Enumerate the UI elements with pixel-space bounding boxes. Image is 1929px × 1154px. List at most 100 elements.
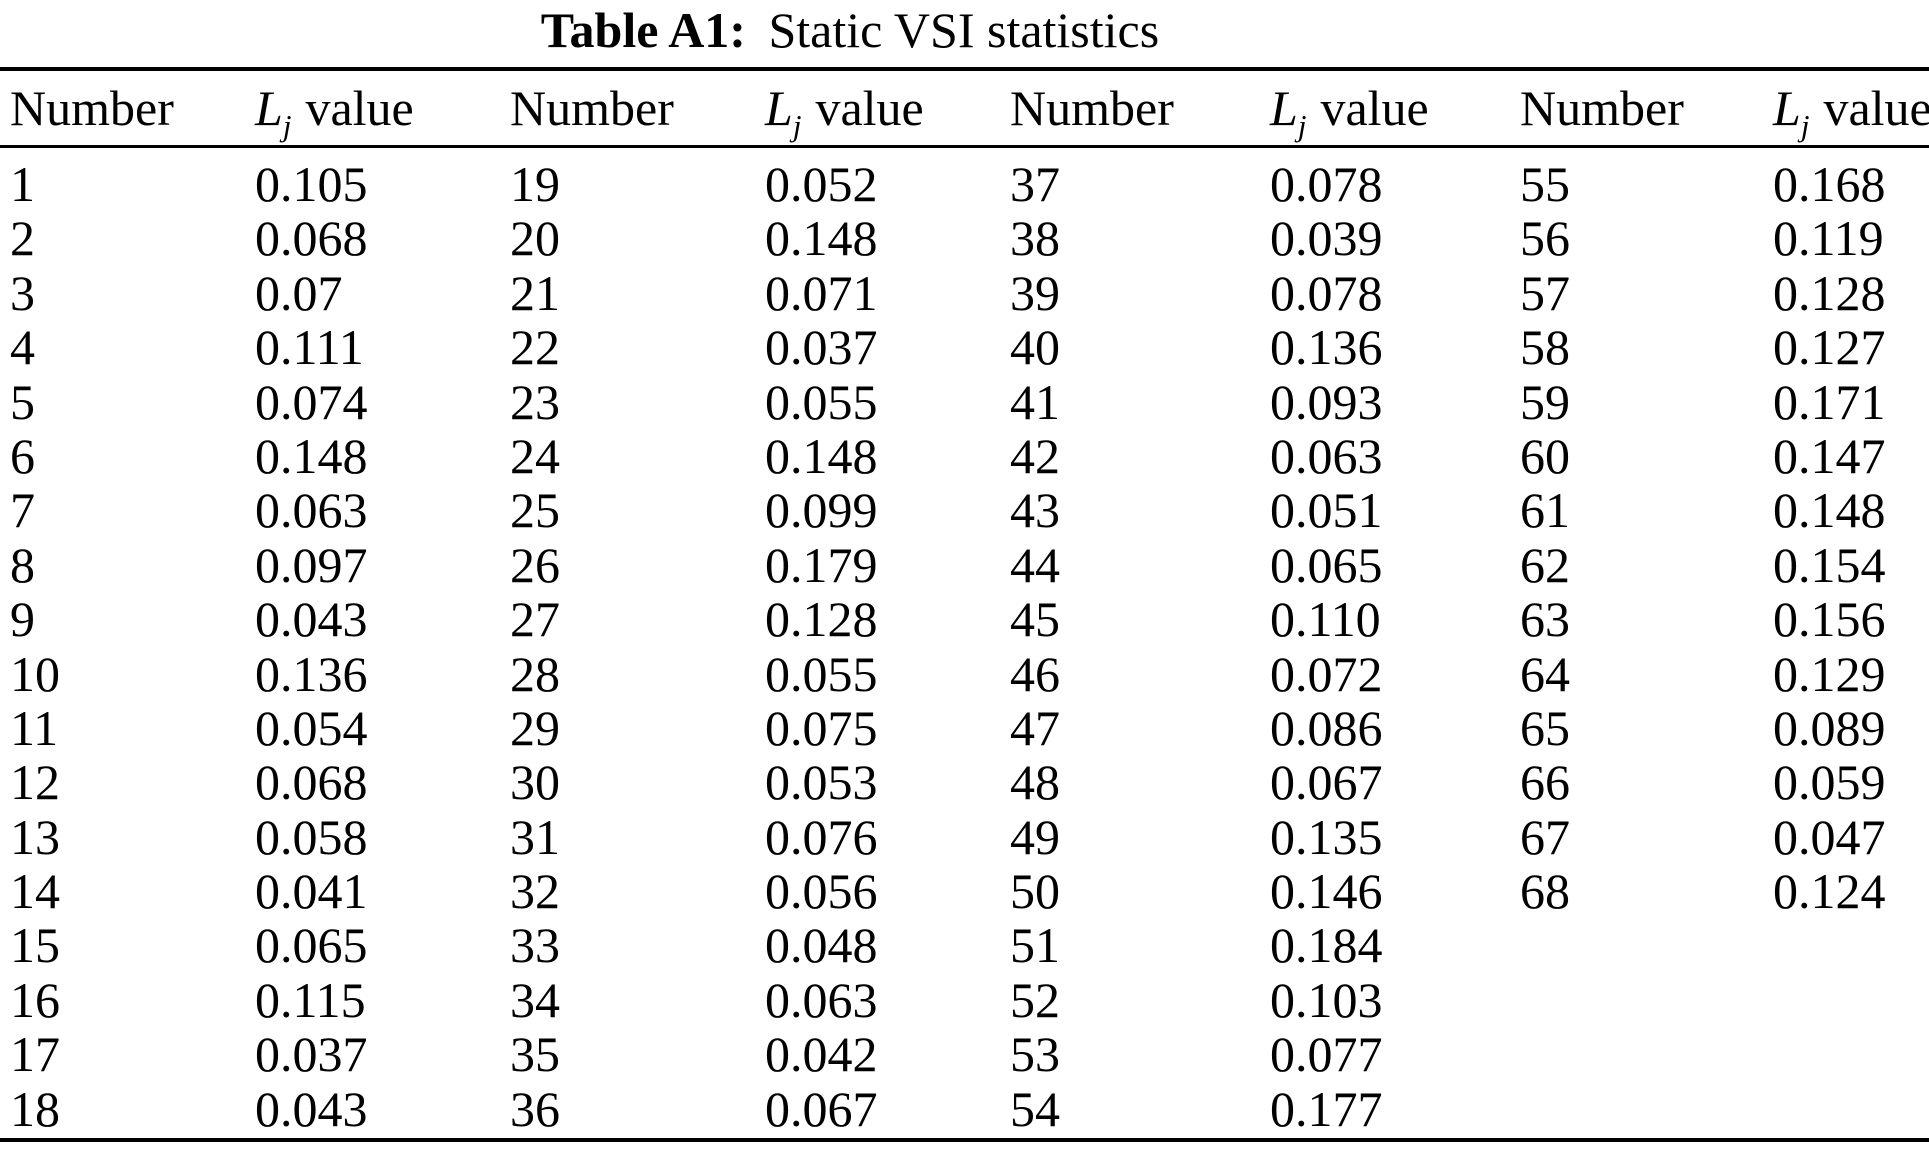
value-cell: 0.093 bbox=[1270, 373, 1383, 430]
number-cell: 61 bbox=[1520, 482, 1570, 539]
number-cell: 6 bbox=[10, 427, 35, 484]
number-cell: 39 bbox=[1010, 264, 1060, 321]
number-cell: 66 bbox=[1520, 754, 1570, 811]
value-cell: 0.063 bbox=[1270, 427, 1383, 484]
value-cell: 0.037 bbox=[255, 1026, 368, 1083]
value-cell: 0.128 bbox=[765, 591, 878, 648]
number-cell: 56 bbox=[1520, 210, 1570, 267]
value-cell: 0.071 bbox=[765, 264, 878, 321]
number-cell: 3 bbox=[10, 264, 35, 321]
column-header-lj-value: Lj value bbox=[1270, 79, 1520, 141]
number-cell: 29 bbox=[510, 699, 560, 756]
table-title: Table A1: Static VSI statistics bbox=[0, 0, 1700, 60]
number-cell: 13 bbox=[10, 808, 60, 865]
value-cell: 0.097 bbox=[255, 536, 368, 593]
number-cell: 67 bbox=[1520, 808, 1570, 865]
number-cell: 41 bbox=[1010, 373, 1060, 430]
value-cell: 0.065 bbox=[1270, 536, 1383, 593]
value-cell: 0.179 bbox=[765, 536, 878, 593]
number-cell: 60 bbox=[1520, 427, 1570, 484]
value-cell: 0.07 bbox=[255, 264, 343, 321]
value-cell: 0.171 bbox=[1773, 373, 1886, 430]
number-cell: 2 bbox=[10, 210, 35, 267]
number-cell: 58 bbox=[1520, 319, 1570, 376]
number-cell: 44 bbox=[1010, 536, 1060, 593]
number-cell: 4 bbox=[10, 319, 35, 376]
value-cell: 0.146 bbox=[1270, 863, 1383, 920]
value-cell bbox=[1773, 918, 1929, 972]
number-cell: 17 bbox=[10, 1026, 60, 1083]
value-cell: 0.105 bbox=[255, 156, 368, 212]
table-title-caption: Static VSI statistics bbox=[768, 2, 1160, 58]
value-cell: 0.168 bbox=[1773, 156, 1886, 212]
value-cell: 0.099 bbox=[765, 482, 878, 539]
table-body: 1 0.105 19 0.052 37 0.078 55 0.168 2 0.068 20 0.148… bbox=[10, 157, 1929, 1136]
number-cell: 63 bbox=[1520, 591, 1570, 648]
value-cell bbox=[1773, 1082, 1929, 1136]
number-cell: 33 bbox=[510, 917, 560, 974]
lj-subscript: j bbox=[1800, 107, 1810, 143]
number-cell: 46 bbox=[1010, 645, 1060, 702]
number-cell: 22 bbox=[510, 319, 560, 376]
lj-symbol: L bbox=[255, 79, 283, 136]
value-cell: 0.041 bbox=[255, 863, 368, 920]
value-cell: 0.078 bbox=[1270, 264, 1383, 321]
value-cell: 0.119 bbox=[1773, 210, 1884, 267]
value-cell: 0.148 bbox=[765, 210, 878, 267]
value-cell: 0.086 bbox=[1270, 699, 1383, 756]
column-header-number: Number bbox=[1520, 79, 1684, 136]
value-cell: 0.124 bbox=[1773, 863, 1886, 920]
value-cell: 0.111 bbox=[255, 319, 364, 376]
value-cell: 0.037 bbox=[765, 319, 878, 376]
value-header-label: value bbox=[1823, 79, 1929, 136]
value-cell: 0.043 bbox=[255, 591, 368, 648]
number-cell: 35 bbox=[510, 1026, 560, 1083]
number-cell: 54 bbox=[1010, 1080, 1060, 1137]
number-cell: 9 bbox=[10, 591, 35, 648]
number-cell: 37 bbox=[1010, 156, 1060, 212]
lj-subscript: j bbox=[792, 107, 802, 143]
value-cell: 0.043 bbox=[255, 1080, 368, 1137]
number-cell: 47 bbox=[1010, 699, 1060, 756]
value-cell: 0.068 bbox=[255, 754, 368, 811]
number-cell: 15 bbox=[10, 917, 60, 974]
number-cell bbox=[1520, 918, 1773, 972]
number-cell: 52 bbox=[1010, 971, 1060, 1028]
number-cell: 23 bbox=[510, 373, 560, 430]
value-cell: 0.063 bbox=[255, 482, 368, 539]
value-cell: 0.067 bbox=[1270, 754, 1383, 811]
number-cell: 8 bbox=[10, 536, 35, 593]
value-cell bbox=[1773, 973, 1929, 1027]
value-cell: 0.055 bbox=[765, 373, 878, 430]
value-cell: 0.075 bbox=[765, 699, 878, 756]
number-cell: 5 bbox=[10, 373, 35, 430]
number-cell: 38 bbox=[1010, 210, 1060, 267]
value-cell: 0.068 bbox=[255, 210, 368, 267]
table-title-label: Table A1: bbox=[540, 2, 746, 58]
number-cell: 30 bbox=[510, 754, 560, 811]
number-cell bbox=[1520, 973, 1773, 1027]
number-cell: 68 bbox=[1520, 863, 1570, 920]
number-cell: 18 bbox=[10, 1080, 60, 1137]
number-cell: 53 bbox=[1010, 1026, 1060, 1083]
value-cell: 0.156 bbox=[1773, 591, 1886, 648]
number-cell: 36 bbox=[510, 1080, 560, 1137]
table-top-rule bbox=[0, 67, 1929, 71]
value-cell: 0.072 bbox=[1270, 645, 1383, 702]
number-cell: 31 bbox=[510, 808, 560, 865]
value-cell: 0.039 bbox=[1270, 210, 1383, 267]
value-cell: 0.110 bbox=[1270, 591, 1381, 648]
value-cell: 0.052 bbox=[765, 156, 878, 212]
value-cell: 0.103 bbox=[1270, 971, 1383, 1028]
column-header-lj-value: Lj value bbox=[255, 79, 510, 141]
value-cell: 0.148 bbox=[765, 427, 878, 484]
number-cell: 10 bbox=[10, 645, 60, 702]
number-cell: 42 bbox=[1010, 427, 1060, 484]
value-cell: 0.055 bbox=[765, 645, 878, 702]
table-bottom-rule bbox=[0, 1138, 1929, 1142]
value-header-label: value bbox=[305, 79, 414, 136]
column-header-number: Number bbox=[10, 79, 174, 136]
value-cell: 0.136 bbox=[255, 645, 368, 702]
number-cell: 45 bbox=[1010, 591, 1060, 648]
